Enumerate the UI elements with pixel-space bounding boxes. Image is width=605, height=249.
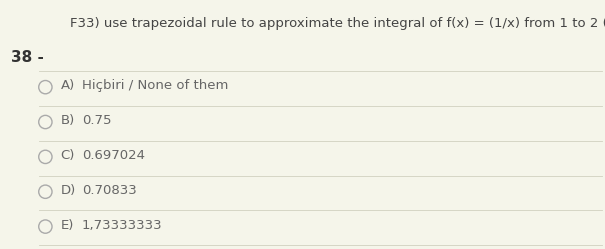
Text: 0.75: 0.75 <box>82 114 111 127</box>
Text: B): B) <box>60 114 75 127</box>
Text: E): E) <box>60 219 74 232</box>
Text: F33) use trapezoidal rule to approximate the integral of f(x) = (1/x) from 1 to : F33) use trapezoidal rule to approximate… <box>70 17 605 30</box>
Text: 38 -: 38 - <box>11 50 44 65</box>
Text: 0.70833: 0.70833 <box>82 184 136 197</box>
Text: D): D) <box>60 184 76 197</box>
Text: 0.697024: 0.697024 <box>82 149 145 162</box>
Text: Hiçbiri / None of them: Hiçbiri / None of them <box>82 79 228 92</box>
Text: 1,73333333: 1,73333333 <box>82 219 162 232</box>
Text: A): A) <box>60 79 75 92</box>
Text: C): C) <box>60 149 75 162</box>
